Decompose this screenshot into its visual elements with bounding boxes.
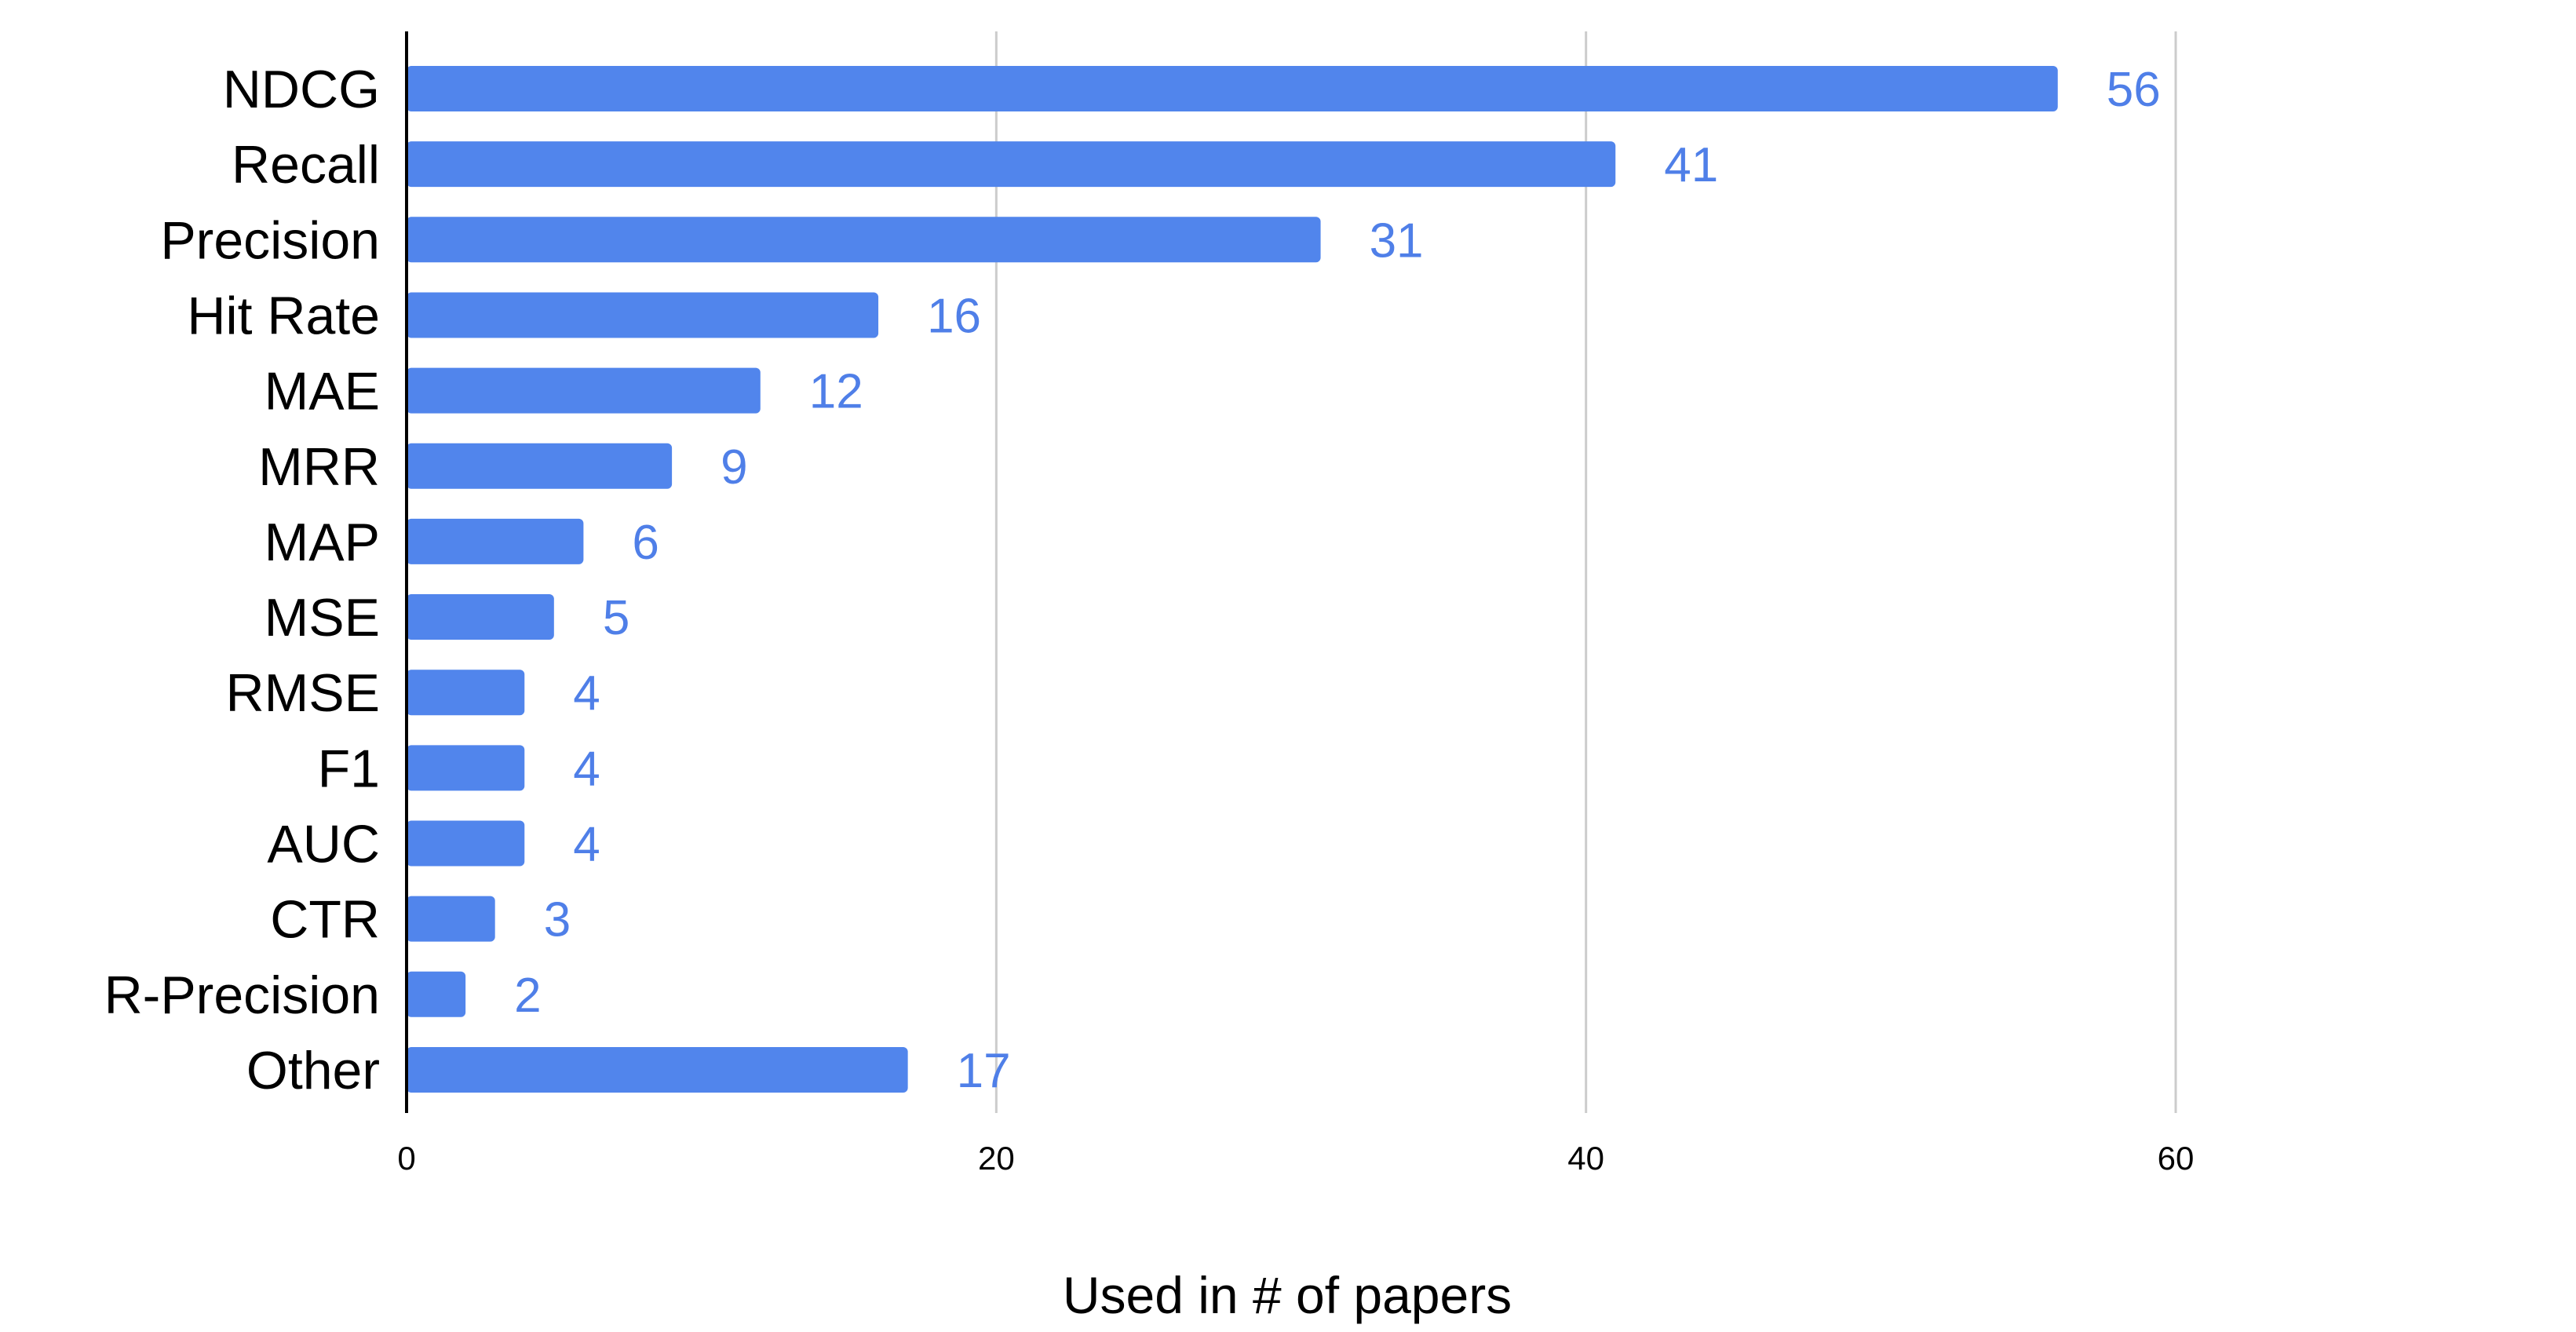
bar — [407, 66, 2058, 111]
data-label: 5 — [603, 591, 629, 645]
category-label: MRR — [258, 437, 380, 497]
data-label: 17 — [957, 1044, 1011, 1098]
x-tick-label: 0 — [397, 1140, 415, 1177]
bar — [407, 217, 1321, 263]
data-label: 3 — [544, 893, 571, 947]
data-label: 6 — [632, 516, 659, 570]
bar — [407, 292, 879, 338]
data-label: 2 — [514, 969, 541, 1023]
gridlines — [994, 31, 2177, 1113]
x-axis-title: Used in # of papers — [1063, 1266, 1512, 1324]
data-label: 4 — [573, 818, 600, 872]
category-label: R-Precision — [104, 965, 380, 1025]
bar — [407, 518, 584, 564]
data-label: 4 — [573, 742, 600, 796]
category-label: RMSE — [226, 663, 380, 723]
bar — [407, 670, 525, 716]
category-label: Hit Rate — [187, 286, 380, 345]
data-label: 12 — [809, 365, 863, 419]
category-label: MAE — [265, 362, 380, 421]
data-label: 41 — [1664, 138, 1718, 192]
bar — [407, 1046, 908, 1093]
data-label: 16 — [927, 289, 981, 343]
category-label: Other — [246, 1041, 380, 1100]
bar — [407, 820, 525, 867]
category-label: MAP — [265, 513, 380, 572]
data-label: 56 — [2107, 63, 2161, 117]
bars — [407, 66, 2058, 1093]
category-label: CTR — [270, 890, 380, 950]
bar — [407, 971, 466, 1017]
data-label: 9 — [721, 440, 747, 494]
category-label: MSE — [265, 588, 380, 648]
x-tick-label: 40 — [1567, 1140, 1604, 1177]
x-tick-label: 60 — [2158, 1140, 2195, 1177]
category-label: NDCG — [223, 60, 380, 119]
data-label: 4 — [573, 666, 600, 721]
bar — [407, 594, 554, 640]
category-labels: NDCG Recall Precision Hit Rate MAE MRR MAP MSE R… — [104, 60, 380, 1100]
category-label: F1 — [318, 739, 380, 798]
x-tick-labels: 0 20 40 60 — [397, 1140, 2194, 1177]
category-label: Precision — [160, 210, 380, 270]
bar — [407, 443, 673, 489]
bar — [407, 367, 761, 414]
bar — [407, 896, 495, 942]
category-label: AUC — [267, 815, 380, 874]
bar — [407, 745, 525, 791]
data-label: 31 — [1370, 213, 1424, 268]
category-label: Recall — [232, 135, 380, 195]
x-tick-label: 20 — [978, 1140, 1015, 1177]
bar — [407, 141, 1616, 188]
